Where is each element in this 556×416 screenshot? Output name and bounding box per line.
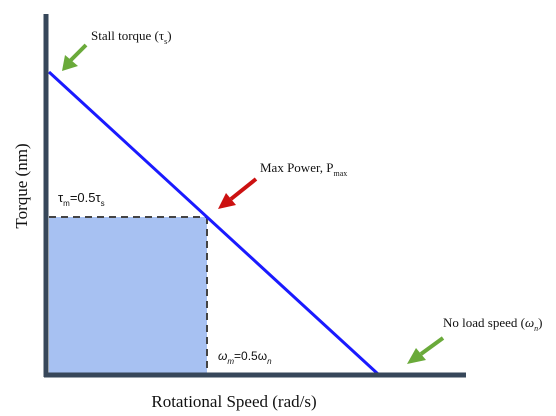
stall-torque-label: Stall torque (τs) <box>91 28 172 46</box>
omega-m-label: ωm=0.5ωn <box>218 349 272 366</box>
stall-torque-arrow-icon <box>62 43 88 71</box>
max-power-label: Max Power, Pmax <box>260 160 347 178</box>
y-axis-title: Torque (nm) <box>12 143 31 228</box>
max-power-arrow-icon <box>218 177 258 209</box>
x-axis-title: Rotational Speed (rad/s) <box>151 392 316 411</box>
tau-m-label: τm=0.5τs <box>58 190 105 208</box>
torque-speed-curve <box>47 70 380 376</box>
no-load-speed-arrow-icon <box>407 336 445 364</box>
max-power-region <box>49 217 207 374</box>
no-load-speed-label: No load speed (ωn) <box>443 315 542 333</box>
